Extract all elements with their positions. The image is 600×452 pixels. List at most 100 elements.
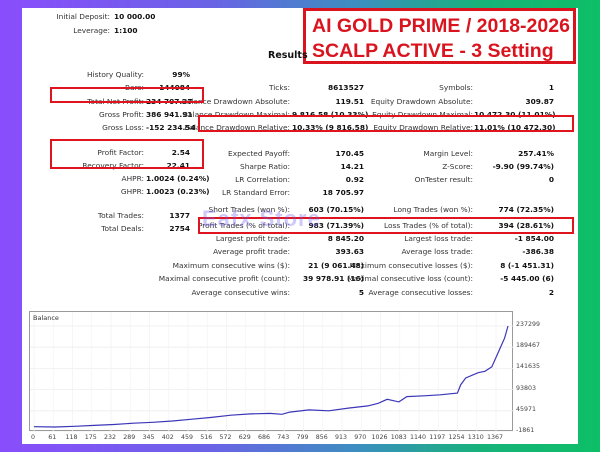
stat-gross-loss: Gross Loss: -152 234.54 [22, 123, 578, 133]
stat-label: Average consecutive losses: [368, 288, 474, 297]
stat-label: Equity Drawdown Relative: [373, 123, 473, 132]
stat-value: -386.38 [522, 247, 554, 256]
stat-value: 983 (71.39%) [308, 221, 364, 230]
stat-profit-factor: Profit Factor: 2.54 [22, 148, 578, 158]
initial-deposit-label: Initial Deposit: [56, 12, 110, 21]
stat-largest-profit-trade: Largest profit trade: 8 845.20 [22, 234, 578, 244]
stat-label: Average profit trade: [213, 247, 290, 256]
stat-maximum-consecutive-losses: Maximum consecutive losses ($): 8 (-1 451… [22, 261, 578, 271]
y-tick-label: 237299 [516, 321, 541, 328]
stat-value: 8 845.20 [327, 234, 364, 243]
stat-value: 8613527 [328, 83, 364, 92]
highlight-profit-loss-trades [198, 217, 574, 234]
leverage-label: Leverage: [73, 26, 110, 35]
stat-sharpe-ratio: Sharpe Ratio: 14.21 [22, 162, 578, 172]
x-tick-label: 743 [277, 434, 290, 441]
stat-value: -9.90 (99.74%) [492, 162, 554, 171]
stat-value: 0.92 [345, 175, 364, 184]
leverage-value: 1:100 [114, 26, 138, 35]
report-panel: AI GOLD PRIME / 2018-2026 SCALP ACTIVE -… [22, 8, 578, 444]
title-line-1: AI GOLD PRIME / 2018-2026 [312, 15, 570, 37]
stat-value: 0 [548, 175, 554, 184]
x-tick-label: 118 [65, 434, 78, 441]
stat-value: 5 [358, 288, 364, 297]
x-tick-label: 799 [296, 434, 309, 441]
stat-label: LR Correlation: [235, 175, 290, 184]
stat-label: Maximum consecutive wins ($): [172, 261, 290, 270]
stat-label: OnTester result: [414, 175, 473, 184]
stat-value: 9 816.58 (10.33%) [292, 110, 369, 119]
stat-lr-standard-error: LR Standard Error: 18 705.97 [22, 188, 578, 198]
title-box: AI GOLD PRIME / 2018-2026 SCALP ACTIVE -… [303, 8, 576, 64]
y-tick-label: 45971 [516, 405, 537, 413]
stat-value: 2 [548, 288, 554, 297]
stat-balance-drawdown-relative: Balance Drawdown Relative: 10.33% (9 816.… [22, 123, 578, 133]
x-tick-label: 459 [180, 434, 194, 441]
stat-label: Profit Trades (% of total): [197, 221, 290, 230]
stat-value: 603 (70.15%) [308, 205, 364, 214]
stat-label: Equity Drawdown Absolute: [370, 97, 473, 106]
stat-label: Average consecutive wins: [191, 288, 290, 297]
stat-value: 39 978.91 (16) [303, 274, 364, 283]
stat-label: Sharpe Ratio: [240, 162, 290, 171]
x-tick-label: 61 [48, 434, 57, 441]
stat-value: 170.45 [335, 149, 364, 158]
stat-label: Largest loss trade: [404, 234, 473, 243]
stat-average-loss-trade: Average loss trade: -386.38 [22, 247, 578, 257]
stat-loss-trades-of-total: Loss Trades (% of total): 394 (28.61%) [22, 221, 578, 231]
stat-average-consecutive-losses: Average consecutive losses: 2 [22, 288, 578, 298]
x-tick-label: 516 [200, 434, 213, 441]
stat-value: 774 (72.35%) [498, 205, 554, 214]
stat-margin-level: Margin Level: 257.41% [22, 149, 578, 159]
chart-title: Balance [33, 314, 59, 322]
stat-maximum-consecutive-wins: Maximum consecutive wins ($): 21 (9 061.4… [22, 261, 578, 271]
chart-plot-area: Balance [29, 311, 514, 432]
stat-recovery-factor: Recovery Factor: 22.41 [22, 161, 578, 171]
x-tick-label: 289 [123, 434, 136, 441]
stat-value: 394 (28.61%) [498, 221, 554, 230]
stat-balance-drawdown-maximal: Balance Drawdown Maximal: 9 816.58 (10.33… [22, 110, 578, 120]
stat-value: 21 (9 061.48) [308, 261, 364, 270]
initial-deposit: Initial Deposit: 10 000.00 [22, 12, 222, 22]
stat-label: Total Deals: [101, 224, 144, 233]
stat-symbols: Symbols: 1 [22, 83, 578, 93]
stat-value: 257.41% [518, 149, 554, 158]
stat-ontester-result: OnTester result: 0 [22, 175, 578, 185]
x-tick-label: 1140 [409, 434, 427, 441]
stat-short-trades-won: Short Trades (won %): 603 (70.15%) [22, 205, 578, 215]
stat-maximal-consecutive-profit-count: Maximal consecutive profit (count): 39 97… [22, 274, 578, 284]
stat-label: Symbols: [439, 83, 473, 92]
stat-label: Gross Loss: [102, 123, 144, 132]
stat-z-score: Z-Score: -9.90 (99.74%) [22, 162, 578, 172]
leverage: Leverage: 1:100 [22, 26, 222, 36]
stat-label: Long Trades (won %): [393, 205, 473, 214]
stat-value: 119.51 [335, 97, 364, 106]
stat-value: 14.21 [340, 162, 364, 171]
balance-chart: Balance 237299 189467 141635 93803 45971 -186… [29, 311, 569, 443]
stat-average-profit-trade: Average profit trade: 393.63 [22, 247, 578, 257]
stat-value: -1 854.00 [514, 234, 554, 243]
stat-value: 2754 [169, 224, 190, 233]
stat-value: 22.41 [166, 161, 190, 170]
x-tick-label: 970 [354, 434, 367, 441]
stat-maximal-consecutive-loss-count: Maximal consecutive loss (count): -5 445.… [22, 274, 578, 284]
x-tick-label: 572 [219, 434, 232, 441]
stat-label: LR Standard Error: [222, 188, 290, 197]
x-tick-label: 0 [30, 434, 36, 441]
stat-label: Equity Drawdown Maximal: [372, 110, 473, 119]
stat-label: Margin Level: [423, 149, 473, 158]
stat-balance-drawdown-absolute: Balance Drawdown Absolute: 119.51 [22, 97, 578, 107]
stat-label: Profit Factor: [97, 148, 144, 157]
stat-label: Expected Payoff: [228, 149, 290, 158]
stat-value: 386 941.91 [146, 110, 193, 119]
stat-value: 309.87 [525, 97, 554, 106]
results-heading: Results [268, 50, 308, 61]
y-tick-label: 93803 [516, 384, 537, 392]
stat-ghpr: GHPR: 1.0023 (0.23%) [22, 187, 578, 197]
y-tick-label: 189467 [516, 342, 541, 350]
x-tick-label: 913 [334, 434, 348, 441]
stat-value: 393.63 [335, 247, 364, 256]
stat-equity-drawdown-relative: Equity Drawdown Relative: 11.01% (10 472.… [22, 123, 578, 133]
stat-value: -5 445.00 (6) [500, 274, 554, 283]
x-tick-label: 1310 [467, 434, 484, 441]
